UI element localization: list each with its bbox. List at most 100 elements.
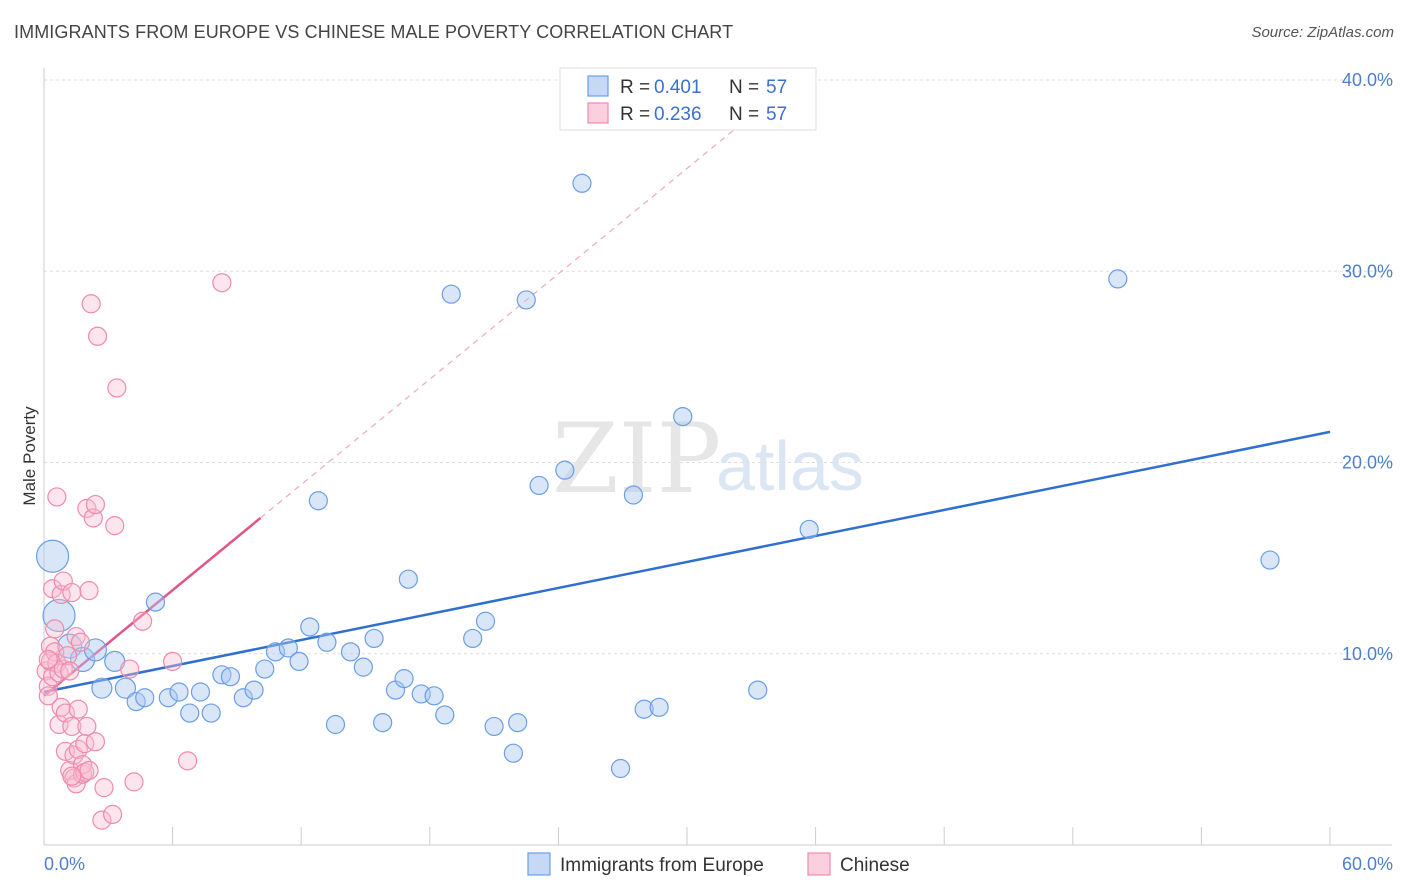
y-tick-label: 10.0% (1342, 644, 1393, 664)
europe-point (516, 290, 536, 310)
europe-point (91, 677, 113, 699)
y-tick-label: 20.0% (1342, 453, 1393, 473)
chinese-point (79, 760, 99, 781)
bottom-legend-swatch-chinese (807, 852, 831, 876)
europe-point (190, 682, 211, 702)
chinese-point (57, 646, 78, 666)
europe-point (340, 642, 361, 662)
europe-point (265, 642, 286, 662)
bottom-legend-chinese: Chinese (840, 855, 910, 876)
europe-point (145, 592, 166, 612)
gridlines (44, 79, 1392, 655)
europe-point (799, 519, 819, 540)
legend-r-value-europe: 0.401 (654, 77, 702, 98)
europe-point (255, 659, 275, 679)
europe-point (278, 638, 298, 658)
europe-point (649, 697, 669, 717)
legend-r-label-chinese: R = (620, 104, 650, 125)
legend-n-value-europe: 57 (766, 77, 787, 98)
source-label: Source: ZipAtlas.com (1251, 24, 1394, 41)
europe-point (135, 688, 155, 708)
chart-title: IMMIGRANTS FROM EUROPE VS CHINESE MALE P… (14, 22, 734, 42)
europe-point (317, 632, 337, 652)
bottom-legend-swatch-europe (527, 852, 551, 876)
chinese-point (79, 581, 99, 601)
chinese-point (38, 649, 58, 670)
chinese-point (77, 716, 97, 737)
legend-r-label-europe: R = (620, 77, 650, 98)
x-tick-label-max: 60.0% (1342, 854, 1393, 874)
legend-n-label-chinese: N = (729, 104, 759, 125)
europe-point (529, 475, 549, 496)
chinese-point (212, 273, 232, 293)
chinese-point (45, 619, 65, 639)
europe-point (300, 617, 320, 637)
europe-point (364, 628, 384, 649)
europe-point (475, 611, 496, 631)
europe-point (35, 539, 70, 573)
y-axis-title: Male Poverty (20, 406, 39, 506)
chinese-point (107, 378, 127, 398)
chinese-point (45, 642, 65, 662)
europe-point (610, 758, 631, 779)
europe-point (673, 407, 693, 427)
x-tick-label-min: 0.0% (44, 854, 85, 874)
europe-point (308, 491, 328, 511)
europe-point (325, 714, 346, 735)
chinese-point (163, 651, 183, 672)
chinese-point (124, 772, 144, 792)
data-points (35, 173, 1280, 830)
europe-point (623, 485, 644, 505)
chinese-point (47, 487, 67, 507)
chinese-point (85, 494, 106, 515)
europe-point (169, 682, 189, 702)
europe-point (373, 712, 393, 733)
europe-point (463, 628, 483, 649)
chinese-point (62, 766, 82, 786)
europe-point (289, 651, 309, 672)
chinese-point (38, 686, 58, 706)
europe-point (441, 284, 461, 304)
legend: R = 0.401 N = 57 R = 0.236 N = 57 (559, 67, 817, 131)
watermark-zip: ZIP (552, 403, 721, 515)
chinese-point (105, 516, 125, 536)
europe-point (233, 688, 253, 708)
legend-n-label-europe: N = (729, 77, 759, 98)
europe-point (114, 677, 137, 699)
europe-point (435, 705, 455, 725)
europe-point (180, 703, 200, 723)
europe-point (555, 460, 575, 480)
legend-swatch-chinese (587, 102, 609, 124)
chinese-point (178, 751, 198, 771)
chinese-point (60, 661, 80, 681)
chinese-trend-extension (260, 108, 761, 519)
legend-r-value-chinese: 0.236 (654, 104, 702, 125)
chinese-point (87, 326, 108, 346)
legend-n-value-chinese: 57 (766, 104, 787, 125)
chinese-point (68, 699, 88, 719)
chinese-point (94, 778, 114, 798)
y-tick-label: 40.0% (1342, 70, 1393, 90)
chinese-point (120, 659, 140, 679)
europe-point (1260, 550, 1280, 570)
chinese-point (81, 294, 101, 314)
europe-point (394, 669, 414, 689)
watermark-atlas: atlas (716, 427, 864, 505)
bottom-legend-europe: Immigrants from Europe (560, 855, 764, 876)
y-tick-label: 30.0% (1342, 261, 1393, 281)
europe-point (42, 598, 76, 633)
europe-point (508, 712, 528, 733)
europe-point (484, 716, 504, 737)
chinese-point (102, 804, 123, 825)
europe-point (748, 680, 768, 700)
europe-point (1108, 269, 1128, 289)
europe-point (398, 569, 418, 589)
europe-point (353, 657, 373, 677)
europe-point (424, 686, 444, 706)
europe-point (220, 667, 241, 687)
europe-point (201, 703, 221, 723)
europe-point (158, 688, 178, 708)
chinese-point (132, 611, 153, 631)
europe-point (572, 173, 592, 193)
trend-lines (43, 108, 1331, 697)
